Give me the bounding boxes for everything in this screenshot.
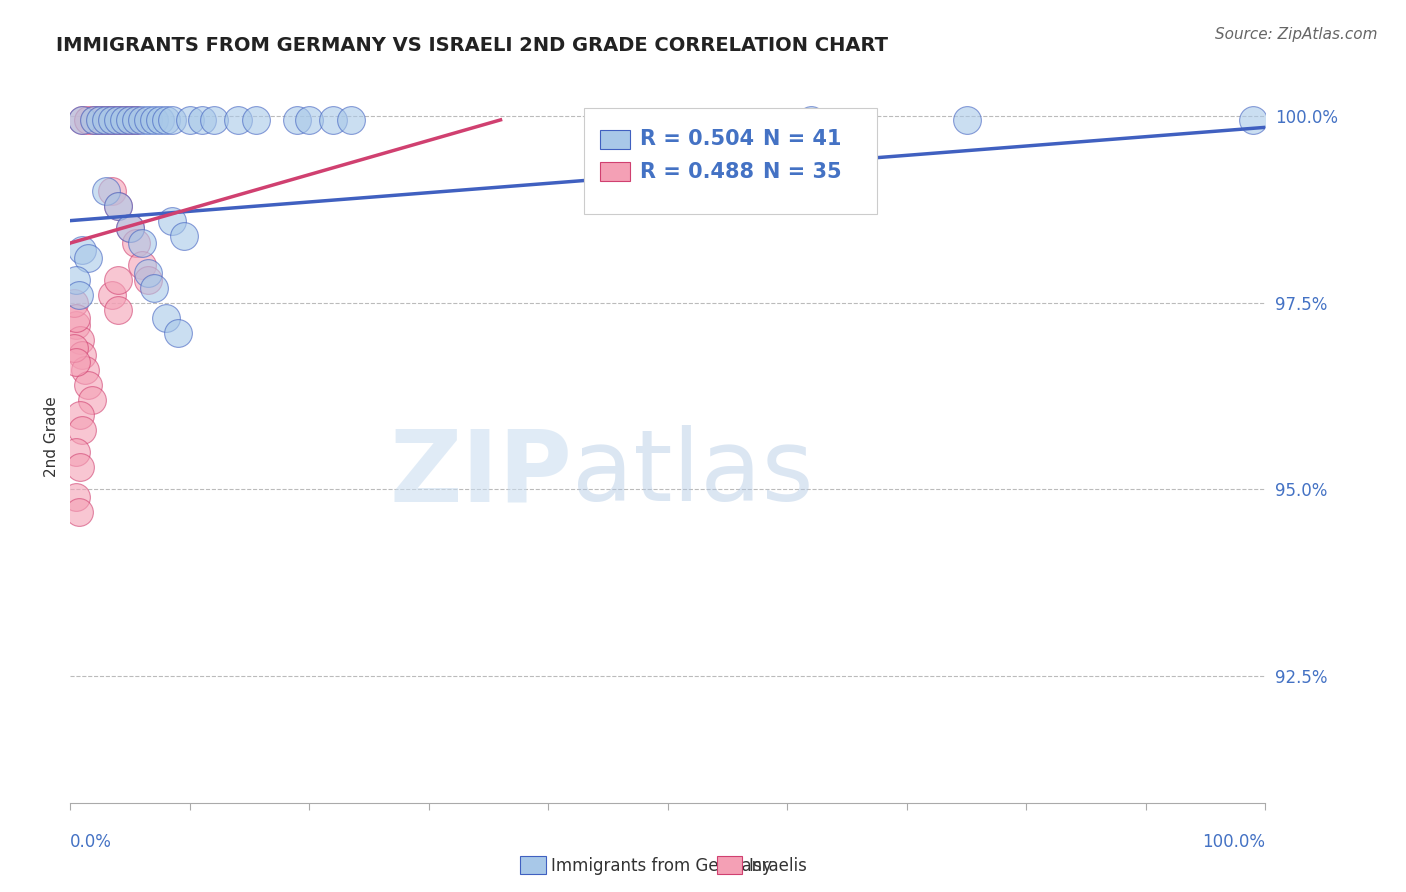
Point — [322, 112, 344, 127]
Point — [136, 273, 159, 287]
Point — [160, 112, 183, 127]
Point — [120, 221, 141, 235]
Point — [65, 490, 87, 504]
Point — [136, 266, 159, 280]
Point — [107, 303, 129, 318]
Point — [143, 112, 166, 127]
Point — [131, 259, 153, 273]
Text: atlas: atlas — [572, 425, 814, 522]
Point — [800, 112, 823, 127]
Point — [70, 244, 93, 258]
Point — [73, 363, 96, 377]
Point — [67, 505, 90, 519]
Text: IMMIGRANTS FROM GERMANY VS ISRAELI 2ND GRADE CORRELATION CHART: IMMIGRANTS FROM GERMANY VS ISRAELI 2ND G… — [56, 36, 889, 54]
Point — [63, 295, 86, 310]
Text: Immigrants from Germany: Immigrants from Germany — [551, 857, 772, 875]
Point — [70, 423, 93, 437]
Point — [70, 348, 93, 362]
Point — [131, 112, 153, 127]
Point — [155, 310, 177, 325]
Point — [160, 213, 183, 227]
Point — [83, 112, 105, 127]
Point — [101, 184, 124, 198]
Text: R = 0.488: R = 0.488 — [640, 161, 755, 182]
Point — [112, 112, 135, 127]
Point — [65, 445, 87, 459]
Point — [143, 281, 166, 295]
Point — [70, 112, 93, 127]
Point — [298, 112, 321, 127]
Point — [107, 112, 129, 127]
Point — [112, 112, 135, 127]
Point — [131, 235, 153, 250]
Text: 0.0%: 0.0% — [70, 833, 112, 851]
Point — [956, 112, 979, 127]
Point — [89, 112, 111, 127]
Point — [101, 112, 124, 127]
Point — [65, 310, 87, 325]
Point — [70, 112, 93, 127]
Text: 100.0%: 100.0% — [1202, 833, 1265, 851]
Text: N = 41: N = 41 — [763, 129, 842, 149]
Point — [107, 112, 129, 127]
Point — [120, 221, 141, 235]
Point — [77, 112, 100, 127]
Point — [287, 112, 309, 127]
Point — [125, 112, 148, 127]
Point — [1243, 112, 1265, 127]
Bar — [600, 130, 630, 149]
Point — [77, 251, 100, 265]
Point — [69, 459, 91, 474]
Point — [69, 333, 91, 347]
Point — [89, 112, 111, 127]
Point — [80, 392, 103, 407]
Point — [63, 341, 86, 355]
Point — [191, 112, 214, 127]
Text: N = 35: N = 35 — [763, 161, 842, 182]
Point — [101, 112, 124, 127]
Point — [155, 112, 177, 127]
Point — [107, 199, 129, 213]
FancyBboxPatch shape — [585, 108, 877, 214]
Point — [107, 199, 129, 213]
Point — [77, 377, 100, 392]
Point — [65, 318, 87, 332]
Point — [245, 112, 267, 127]
Bar — [600, 162, 630, 181]
Point — [136, 112, 159, 127]
Text: Source: ZipAtlas.com: Source: ZipAtlas.com — [1215, 27, 1378, 42]
Point — [107, 273, 129, 287]
Point — [226, 112, 249, 127]
Point — [125, 112, 148, 127]
Point — [120, 112, 141, 127]
Text: R = 0.504: R = 0.504 — [640, 129, 755, 149]
Point — [120, 112, 141, 127]
Point — [340, 112, 363, 127]
Point — [166, 326, 188, 340]
Point — [96, 112, 117, 127]
Text: Israelis: Israelis — [748, 857, 807, 875]
Point — [125, 235, 148, 250]
Point — [83, 112, 105, 127]
Point — [179, 112, 201, 127]
Point — [173, 228, 195, 243]
Point — [101, 288, 124, 302]
Point — [69, 408, 91, 422]
Point — [65, 355, 87, 369]
Point — [67, 288, 90, 302]
Point — [65, 273, 87, 287]
Y-axis label: 2nd Grade: 2nd Grade — [44, 397, 59, 477]
Text: ZIP: ZIP — [389, 425, 572, 522]
Point — [149, 112, 172, 127]
Point — [96, 184, 117, 198]
Point — [202, 112, 225, 127]
Point — [96, 112, 117, 127]
